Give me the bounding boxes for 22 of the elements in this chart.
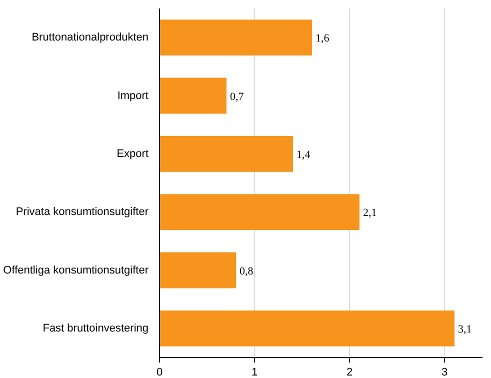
- y-tick-label: Offentliga konsumtionsutgifter: [3, 264, 149, 276]
- x-tick-label: 0: [156, 366, 163, 378]
- y-tick-label: Export: [116, 148, 149, 160]
- data-label: 1,4: [296, 148, 311, 161]
- data-label: 2,1: [363, 207, 377, 220]
- bar: [160, 136, 293, 172]
- x-tick-label: 3: [441, 366, 448, 378]
- data-label: 3,1: [458, 323, 472, 336]
- y-tick-label: Import: [117, 90, 149, 102]
- y-tick-label: Privata konsumtionsutgifter: [16, 206, 149, 218]
- x-tick-label: 2: [346, 366, 353, 378]
- y-tick-label: Fast bruttoinvestering: [42, 322, 149, 334]
- x-tick-label: 1: [251, 366, 258, 378]
- bar: [160, 310, 454, 346]
- bar: [160, 20, 312, 56]
- data-label: 0,7: [230, 90, 244, 103]
- data-label: 0,8: [240, 265, 254, 278]
- bar: [160, 78, 226, 114]
- bar: [160, 252, 236, 288]
- y-tick-label: Bruttonationalprodukten: [32, 32, 149, 44]
- bar: [160, 194, 360, 230]
- data-label: 1,6: [316, 32, 330, 45]
